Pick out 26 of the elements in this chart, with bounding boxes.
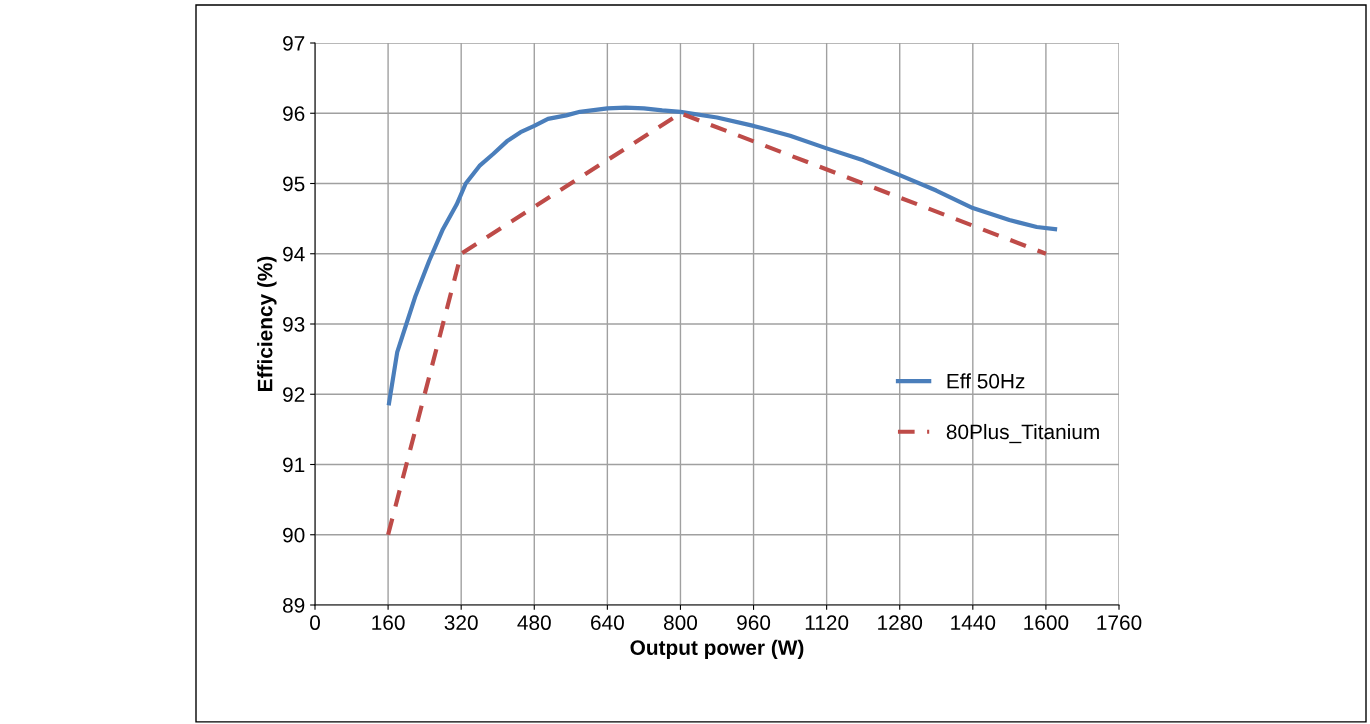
y-tick-label: 94 [283, 246, 305, 262]
y-tick-label: 97 [283, 36, 305, 51]
y-tick-label: 89 [283, 598, 305, 613]
y-tick-label: 93 [283, 317, 305, 332]
y-tick-label: 92 [283, 387, 305, 402]
x-tick-label: 160 [372, 615, 405, 631]
x-tick-label: 1120 [805, 615, 849, 631]
legend-label: Eff 50Hz [947, 373, 1025, 389]
x-tick-label: 1600 [1024, 615, 1069, 631]
x-tick-label: 0 [310, 615, 320, 631]
x-tick-label: 320 [444, 615, 478, 631]
x-tick-label: 960 [737, 615, 771, 631]
x-tick-label: 800 [663, 615, 698, 631]
x-tick-label: 1440 [951, 615, 996, 631]
x-tick-label: 1280 [878, 615, 923, 631]
legend-label: 80Plus_Titanium [946, 423, 1099, 444]
y-axis-title: Efficiency (%) [257, 256, 277, 391]
x-tick-label: 480 [517, 615, 551, 631]
x-axis-title: Output power (W) [630, 639, 804, 660]
line-series [386, 105, 1058, 406]
x-tick-label: 1760 [1097, 615, 1142, 631]
y-tick-label: 96 [283, 106, 305, 121]
y-tick-label: 95 [283, 176, 305, 192]
x-tick-label: 640 [591, 615, 624, 631]
y-tick-label: 91 [283, 457, 305, 473]
y-tick-label: 90 [283, 527, 305, 543]
